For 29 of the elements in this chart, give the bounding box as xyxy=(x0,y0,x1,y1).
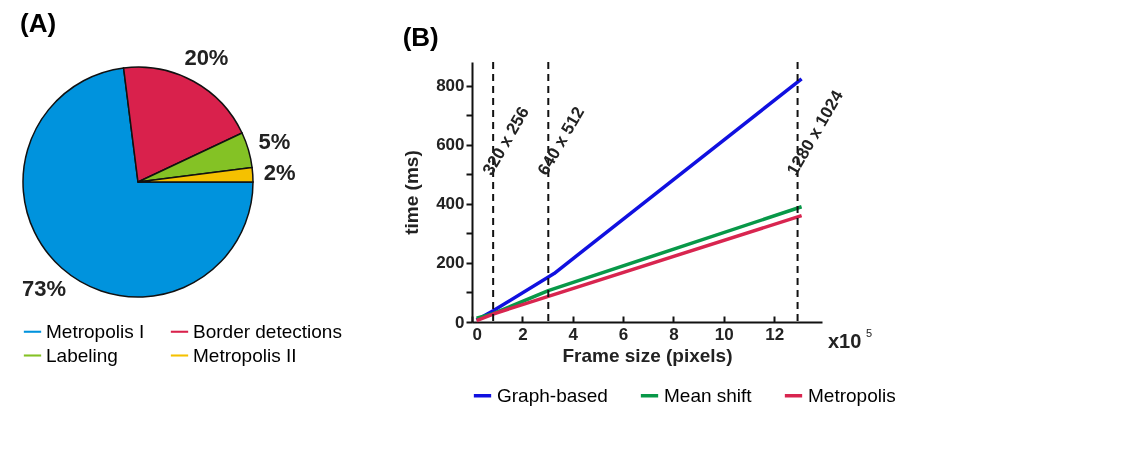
x-tick-label: 10 xyxy=(714,324,734,344)
chart-title: (A) xyxy=(20,7,57,38)
y-tick-label: 600 xyxy=(436,135,465,155)
legend-label: Metropolis II xyxy=(193,344,297,366)
x-tick-label: 12 xyxy=(765,324,785,344)
data-label: 20% xyxy=(184,44,229,70)
x-axis-title: Frame size (pixels) xyxy=(562,344,733,366)
data-label: 5% xyxy=(258,129,291,155)
legend-label: Graph-based xyxy=(497,384,608,406)
x-tick-label: 2 xyxy=(518,324,528,344)
ref-line-label: 640 x 512 xyxy=(533,103,589,179)
legend-label: Metropolis I xyxy=(46,320,145,342)
x-tick-label: 8 xyxy=(669,324,679,344)
legend-label: Mean shift xyxy=(664,384,753,406)
data-label: 2% xyxy=(263,160,296,186)
data-label: 73% xyxy=(22,275,67,301)
x-tick-label: 0 xyxy=(472,324,482,344)
pie-slice xyxy=(22,67,254,298)
ref-line-label: 320 x 256 xyxy=(478,103,533,179)
y-tick-label: 800 xyxy=(436,76,465,96)
y-tick-label: 400 xyxy=(436,194,465,214)
legend-label: Metropolis xyxy=(808,384,896,406)
y-tick-label: 200 xyxy=(436,253,465,273)
chart-title: (B) xyxy=(402,22,439,52)
x-tick-label: 4 xyxy=(568,324,579,344)
x-tick-label: 6 xyxy=(618,324,629,344)
legend-label: Border detections xyxy=(193,320,342,342)
legend-label: Labeling xyxy=(46,344,118,366)
y-axis-title: time (ms) xyxy=(401,150,423,235)
